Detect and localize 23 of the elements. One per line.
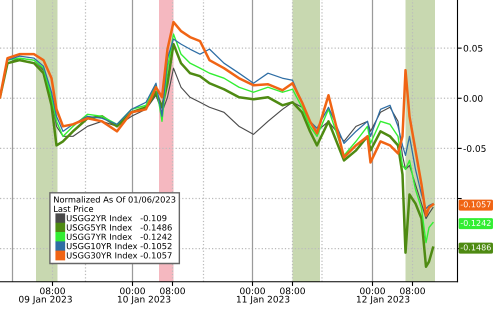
x-tick-label: 08:00 (40, 287, 65, 294)
x-tick-label: 08:00 (400, 287, 425, 294)
legend-title: Normalized As Of 01/06/2023 Last Price (54, 196, 176, 212)
y2-tick-label: -0.1242 (460, 220, 491, 226)
x2-tick-label: 11 Jan 2023 (236, 296, 290, 304)
y-tick-label: 0.00 (464, 94, 483, 102)
legend-label: USGG7YR Index -0.1242 (66, 233, 172, 240)
y2-tick-label: -0.1486 (460, 244, 491, 250)
x2-tick-label: 09 Jan 2023 (19, 296, 72, 304)
legend-label: USGG30YR Index -0.1057 (66, 252, 172, 259)
legend-label: USGG2YR Index -0.109 (66, 214, 166, 222)
y-tick-label: -0.05 (463, 145, 486, 152)
y2-tick-label: -0.1057 (460, 201, 491, 208)
x2-tick-label: 10 Jan 2023 (118, 296, 170, 304)
x-tick-label: 00:00 (240, 287, 265, 294)
x-tick-label: 00:00 (360, 287, 385, 294)
legend-label: USGG5YR Index -0.1486 (66, 224, 172, 231)
x-tick-label: 00:00 (120, 287, 145, 294)
x-tick-label: 08:00 (160, 287, 185, 294)
x-tick-label: 08:00 (280, 287, 305, 294)
legend-label: USGG10YR Index -0.1052 (66, 242, 172, 250)
y-tick-label: 0.05 (464, 44, 482, 52)
x2-tick-label: 12 Jan 2023 (356, 296, 410, 304)
